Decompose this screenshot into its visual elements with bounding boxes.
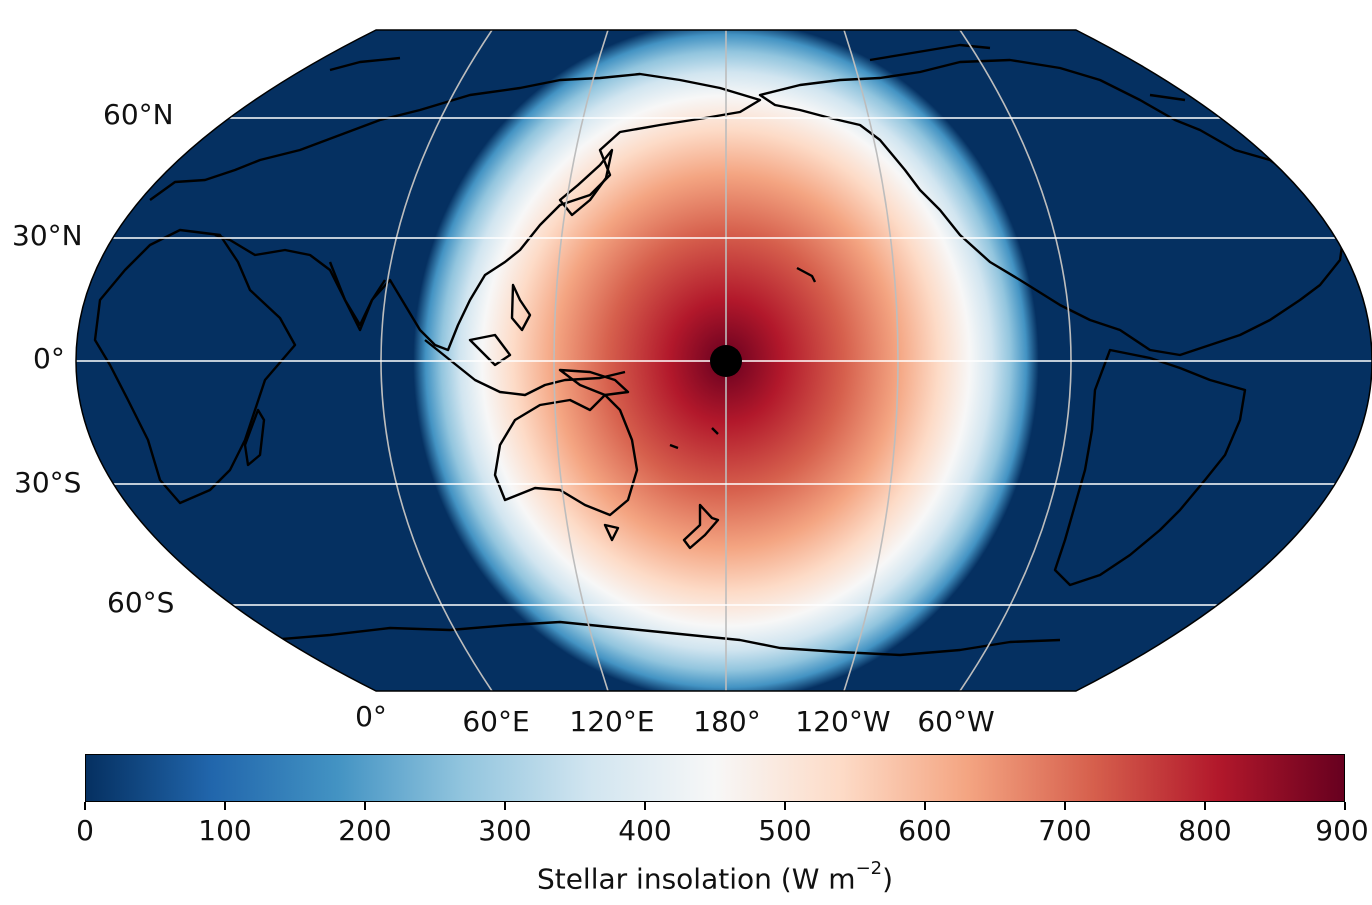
colorbar-gradient (86, 755, 1344, 801)
lon-label-60w: 60°W (917, 705, 995, 738)
coastline-eurasia (149, 72, 762, 352)
coastlines (93, 38, 1352, 657)
coastline-india (328, 261, 387, 332)
colorbar-tick-label: 500 (758, 814, 812, 847)
colorbar-tick-mark (1344, 802, 1346, 810)
coastline-south-america (1053, 348, 1247, 587)
colorbar-tick-mark (784, 802, 786, 810)
colorbar-title: Stellar insolation (W m−2) (536, 858, 894, 896)
colorbar-tick-mark (364, 802, 366, 810)
colorbar-tick-mark (1064, 802, 1066, 810)
lon-label-120e: 120°E (569, 705, 655, 738)
coastline-greenland (1228, 38, 1352, 152)
coastline-pacific-islands (669, 266, 817, 450)
lat-label-30s: 30°S (14, 466, 82, 499)
colorbar-tick-mark (924, 802, 926, 810)
colorbar-title-end: ) (882, 862, 894, 896)
colorbar-tick-mark (644, 802, 646, 810)
coastline-antarctica (269, 620, 1061, 657)
colorbar-tick-label: 800 (1178, 814, 1232, 847)
coastline-indonesia (424, 333, 626, 397)
map-outline (75, 29, 1372, 692)
lon-label-60e: 60°E (462, 705, 530, 738)
colorbar-tick-label: 400 (618, 814, 672, 847)
colorbar (85, 754, 1345, 802)
coastline-north-america (758, 58, 1347, 357)
coastline-africa (93, 228, 297, 505)
coastline-new-zealand (682, 503, 720, 550)
coastline-tasmania (603, 523, 620, 542)
lat-label-60n: 60°N (103, 98, 174, 131)
substellar-point-marker (710, 345, 742, 377)
colorbar-tick-label: 900 (1315, 814, 1369, 847)
lat-label-0: 0° (33, 342, 65, 375)
colorbar-tick-label: 100 (198, 814, 252, 847)
lon-label-0: 0° (355, 700, 387, 733)
colorbar-tick-label: 700 (1038, 814, 1092, 847)
colorbar-tick-mark (1204, 802, 1206, 810)
colorbar-title-main: Stellar insolation (W m (536, 862, 856, 896)
colorbar-tick-label: 600 (898, 814, 952, 847)
coastline-philippines (510, 283, 532, 332)
lat-label-60s: 60°S (107, 586, 175, 619)
lat-label-30n: 30°N (12, 219, 83, 252)
coastline-new-guinea (558, 368, 630, 397)
colorbar-tick-label: 0 (76, 814, 94, 847)
colorbar-tick-label: 200 (338, 814, 392, 847)
colorbar-tick-mark (84, 802, 86, 810)
lon-label-120w: 120°W (795, 705, 891, 738)
colorbar-tick-mark (224, 802, 226, 810)
lon-label-180: 180° (693, 705, 761, 738)
colorbar-tick-mark (504, 802, 506, 810)
colorbar-title-exponent: −2 (855, 858, 883, 879)
coastline-australia (493, 393, 639, 517)
coastline-japan (558, 148, 614, 217)
coastline-madagascar (243, 408, 266, 467)
colorbar-tick-label: 300 (478, 814, 532, 847)
